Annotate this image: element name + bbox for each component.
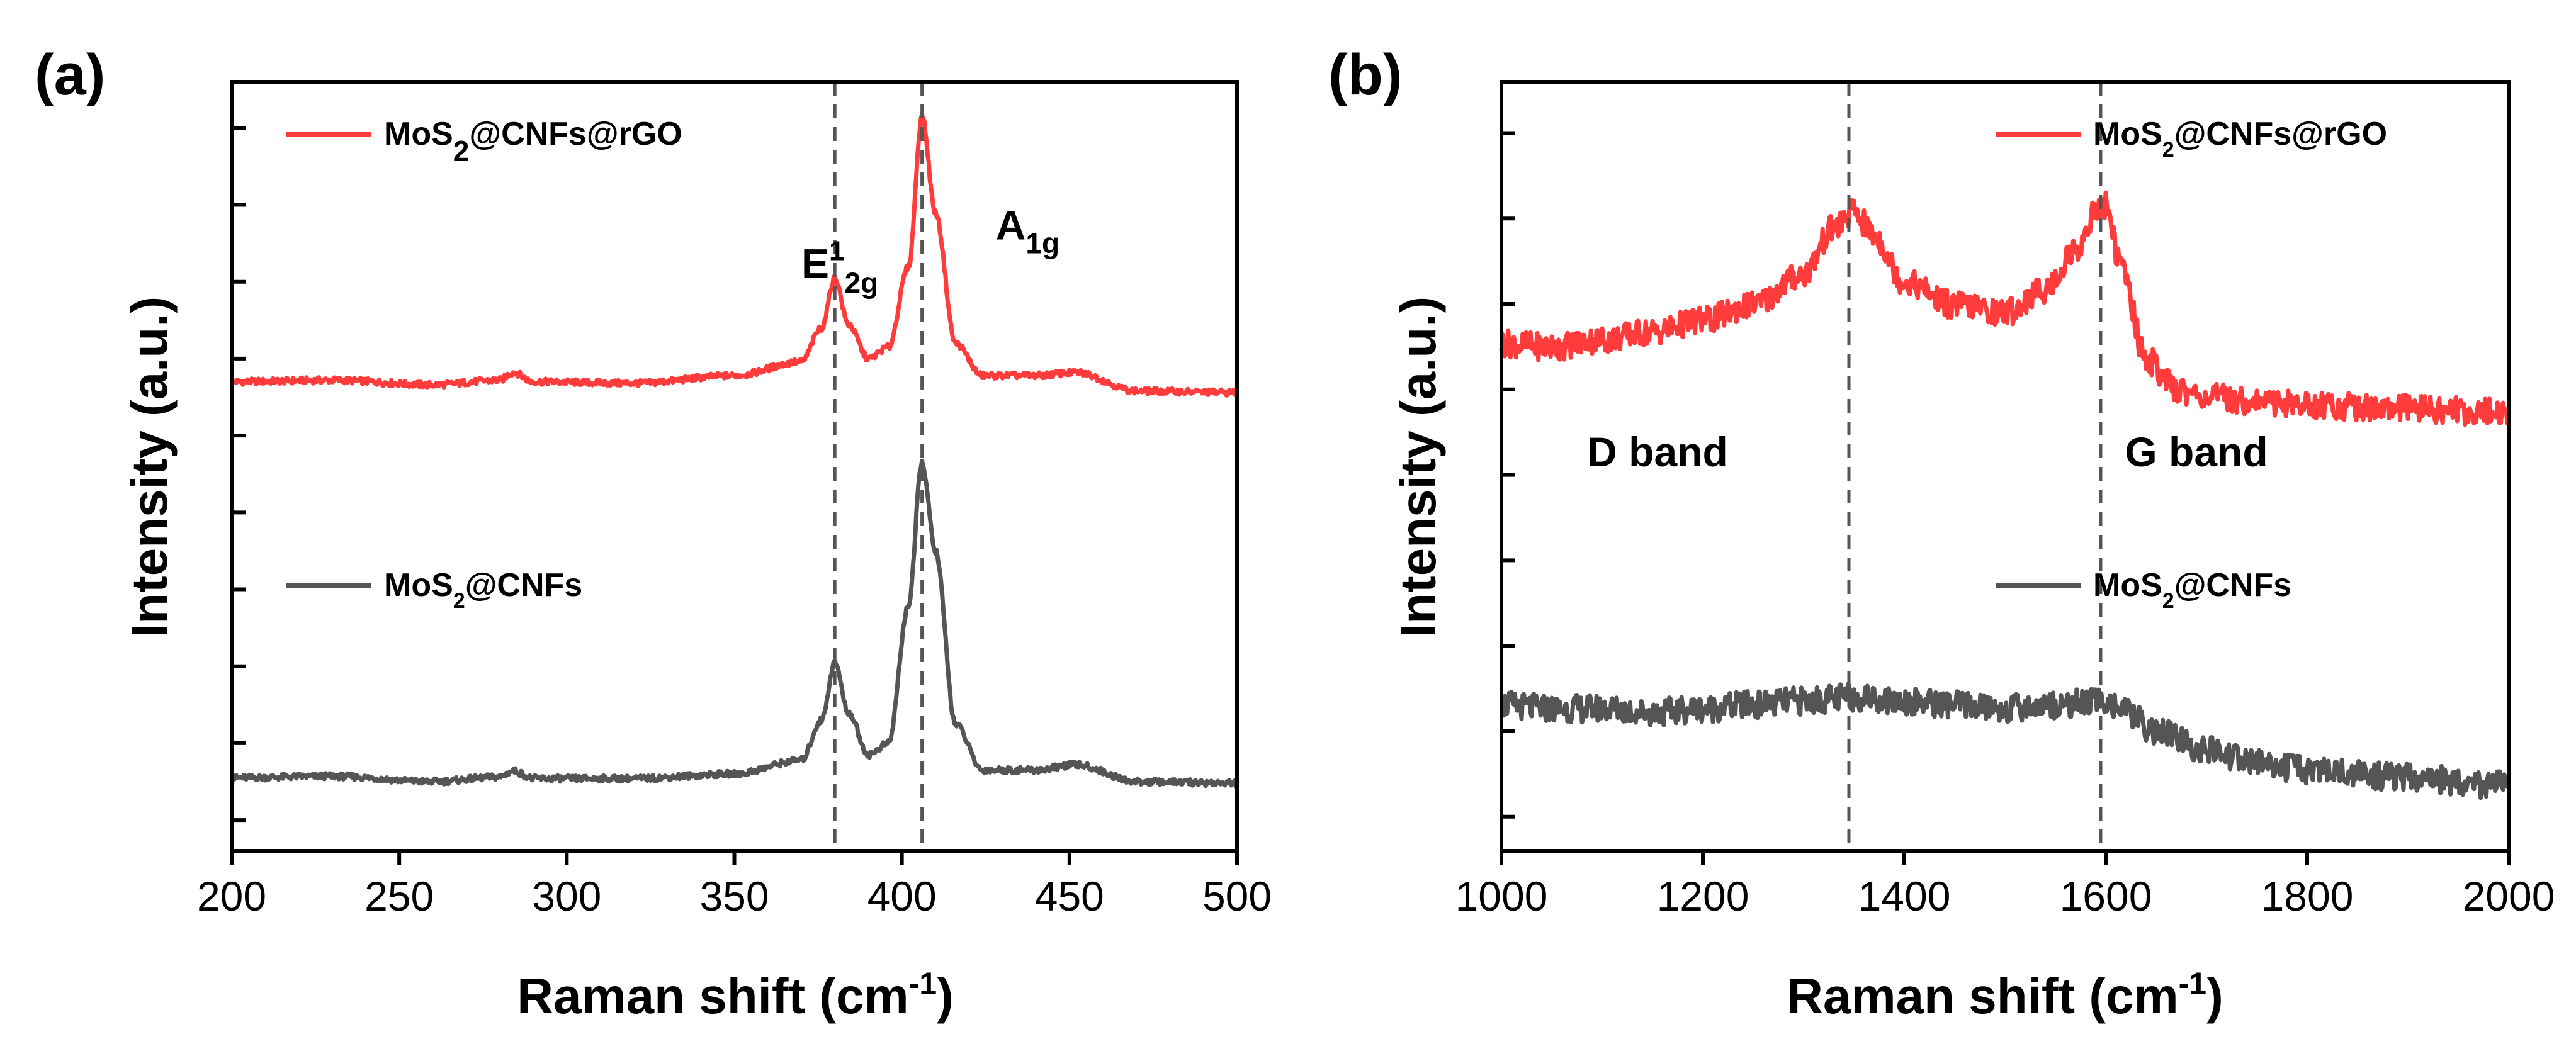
annotation-d-band: D band <box>1587 429 1728 475</box>
plot-frame-b <box>1500 80 2511 853</box>
x-tick-label-b-5: 2000 <box>2463 873 2555 919</box>
annotation-a1g: A1g <box>996 202 1059 260</box>
x-tick-label-a-0: 200 <box>197 873 266 919</box>
legend-label-b-0: MoS2@CNFs@rGO <box>2093 116 2387 162</box>
legend-a: MoS2@CNFs@rGO MoS2@CNFs <box>286 116 682 613</box>
x-tick-label-b-4: 1800 <box>2261 873 2354 919</box>
x-axis-title-b: Raman shift (cm-1) <box>1787 966 2223 1024</box>
axis-ticks-a: 200 250 300 350 400 450 500 <box>197 126 1272 919</box>
series-line-b-1 <box>1499 682 2511 800</box>
reference-lines-b <box>1847 82 2103 851</box>
annotation-e2g: E12g <box>801 236 878 300</box>
legend-label-a-0: MoS2@CNFs@rGO <box>384 116 682 167</box>
legend-label-a-1: MoS2@CNFs <box>384 567 582 613</box>
x-axis-title-a: Raman shift (cm-1) <box>517 966 953 1024</box>
chart-panel-b: 1000 1200 1400 1600 1800 2000 MoS2@CNFs@rGO M… <box>1390 80 2555 1024</box>
y-axis-title-a: Intensity (a.u.) <box>121 296 178 637</box>
plot-frame-a <box>230 80 1239 853</box>
y-axis-title-b: Intensity (a.u.) <box>1390 296 1446 637</box>
annotation-g-band: G band <box>2125 429 2268 475</box>
x-tick-label-a-2: 300 <box>532 873 601 919</box>
reference-lines-a <box>833 82 924 851</box>
chart-panel-a: 200 250 300 350 400 450 500 MoS2@CNFs@rGO MoS2… <box>121 80 1272 1024</box>
x-tick-label-a-6: 500 <box>1202 873 1272 919</box>
x-tick-label-b-0: 1000 <box>1455 873 1548 919</box>
x-tick-label-a-1: 250 <box>364 873 434 919</box>
series-line-b-0 <box>1499 190 2511 427</box>
x-tick-label-a-4: 400 <box>867 873 937 919</box>
legend-b: MoS2@CNFs@rGO MoS2@CNFs <box>1996 116 2387 613</box>
panel-label-b: (b) <box>1328 43 1402 107</box>
x-tick-label-b-1: 1200 <box>1657 873 1749 919</box>
x-tick-label-a-5: 450 <box>1035 873 1104 919</box>
axis-ticks-b: 1000 1200 1400 1600 1800 2000 <box>1455 131 2555 919</box>
panel-label-a: (a) <box>35 43 105 107</box>
x-tick-label-b-2: 1400 <box>1858 873 1951 919</box>
series-group-b <box>1499 190 2511 800</box>
series-line-a-0 <box>229 112 1239 398</box>
x-tick-label-a-3: 350 <box>699 873 769 919</box>
series-line-a-1 <box>230 459 1240 789</box>
series-group-a <box>229 112 1240 789</box>
legend-label-b-1: MoS2@CNFs <box>2093 567 2291 613</box>
x-tick-label-b-3: 1600 <box>2060 873 2152 919</box>
